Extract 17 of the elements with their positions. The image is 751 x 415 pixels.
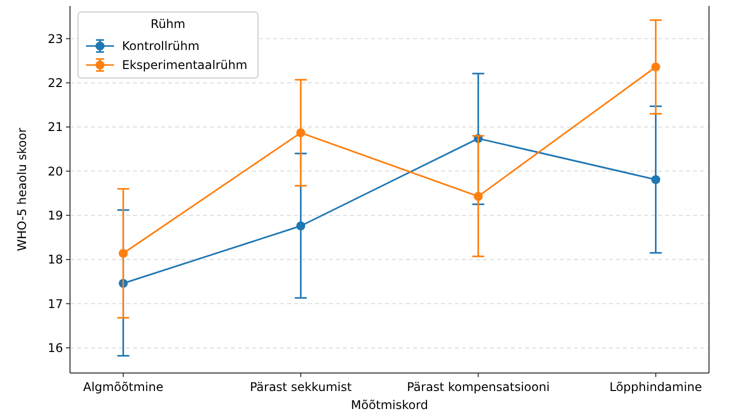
legend-label: Kontrollrühm [122, 39, 200, 53]
y-axis-title: WHO-5 heaolu skoor [15, 128, 29, 252]
y-tick-label: 18 [48, 252, 63, 267]
legend-title: Rühm [150, 17, 186, 31]
y-tick-label: 19 [48, 208, 63, 223]
y-tick-label: 22 [48, 76, 63, 90]
y-tick-label: 23 [48, 32, 63, 46]
y-tick-label: 20 [48, 164, 63, 178]
legend-label: Eksperimentaalrühm [122, 58, 248, 72]
x-axis-title: Mõõtmiskord [350, 398, 428, 412]
x-tick-label: Pärast sekkumist [250, 380, 352, 394]
x-tick-label: Lõpphindamine [609, 380, 702, 394]
y-tick-label: 17 [48, 296, 63, 311]
y-tick-label: 16 [48, 341, 63, 356]
x-tick-label: Algmõõtmine [83, 380, 164, 394]
x-tick-label: Pärast kompensatsiooni [406, 380, 550, 394]
y-tick-label: 21 [48, 120, 63, 134]
